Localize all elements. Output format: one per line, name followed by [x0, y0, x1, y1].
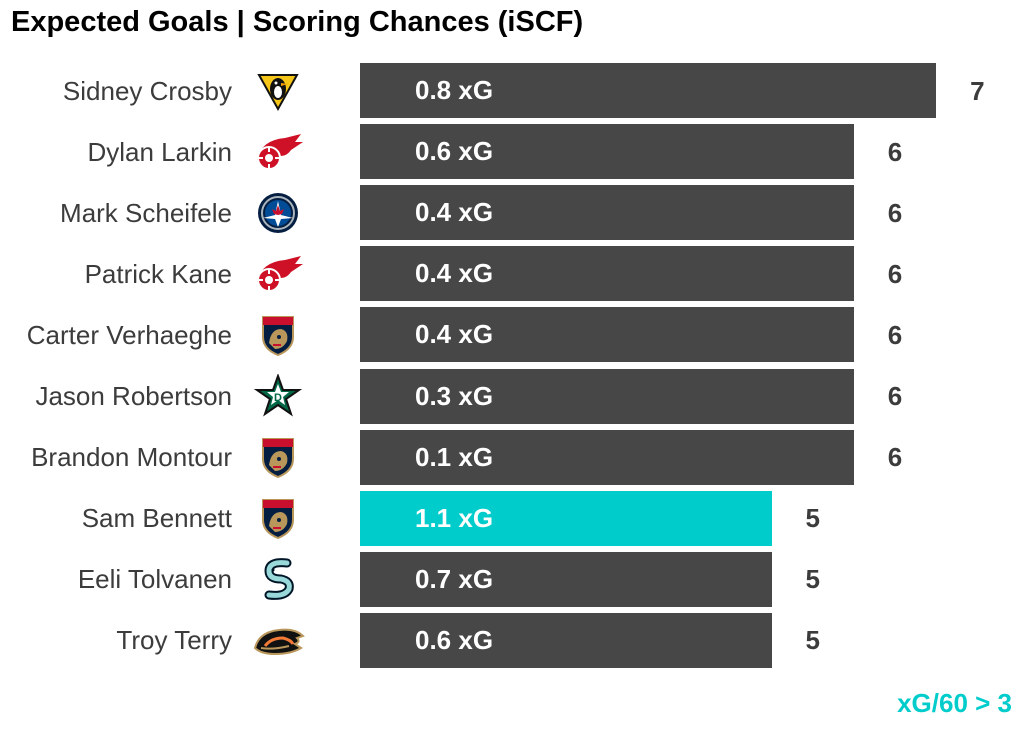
panthers-logo — [251, 496, 305, 540]
ducks-logo — [251, 618, 305, 662]
bar-xg-label: 1.1 xG — [415, 502, 494, 533]
kraken-logo — [251, 557, 305, 601]
bar: 0.7 xG — [360, 551, 772, 607]
svg-text:D: D — [274, 392, 282, 404]
chart-note: xG/60 > 3 — [897, 688, 1012, 718]
bar-value-label: 5 — [805, 564, 820, 595]
bar: 0.3 xG — [360, 368, 854, 424]
player-name: Patrick Kane — [84, 258, 232, 289]
player-name: Brandon Montour — [31, 442, 232, 473]
bar-xg-label: 0.4 xG — [415, 319, 494, 350]
player-name: Jason Robertson — [35, 381, 232, 411]
bar-value-label: 6 — [887, 319, 903, 350]
bar-xg-label: 0.1 xG — [415, 441, 494, 472]
bar-value-label: 5 — [805, 503, 820, 534]
bar: 0.4 xG — [360, 185, 854, 241]
panthers-logo — [251, 313, 305, 357]
panthers-logo — [251, 435, 305, 479]
bar-value-label: 6 — [887, 442, 903, 473]
player-name: Dylan Larkin — [87, 136, 232, 167]
bar: 0.8 xG — [360, 63, 937, 118]
player-name: Eeli Tolvanen — [77, 564, 232, 595]
bar-xg-label: 0.4 xG — [415, 197, 494, 228]
stars-logo: D — [251, 373, 305, 418]
bar-value-label: 6 — [887, 381, 903, 411]
bar: 0.4 xG — [360, 246, 854, 302]
bar: 0.6 xG — [360, 124, 854, 180]
player-name: Carter Verhaeghe — [26, 319, 232, 350]
bar-value-label: 6 — [887, 136, 903, 167]
bar: 0.1 xG — [360, 429, 854, 485]
bar-value-label: 5 — [805, 625, 820, 656]
bar-xg-label: 0.4 xG — [415, 258, 494, 289]
chart-title: Expected Goals | Scoring Chances (iSCF) — [11, 6, 584, 38]
penguins-logo — [251, 69, 305, 113]
bar: 0.6 xG — [360, 612, 772, 668]
bar-xg-label: 0.6 xG — [415, 624, 494, 655]
player-name: Sidney Crosby — [62, 75, 232, 106]
bar-xg-label: 0.7 xG — [415, 563, 494, 594]
bar-value-label: 6 — [887, 258, 903, 289]
bar: 1.1 xG — [360, 490, 772, 546]
red-wings-logo — [251, 252, 305, 296]
player-name: Mark Scheifele — [60, 197, 232, 228]
bar-value-label: 6 — [887, 197, 903, 228]
jets-logo — [251, 191, 305, 235]
player-name: Troy Terry — [116, 625, 232, 656]
player-name: Sam Bennett — [81, 503, 232, 534]
bar: 0.4 xG — [360, 307, 854, 363]
bar-value-label: 7 — [970, 75, 985, 106]
red-wings-logo — [251, 130, 305, 174]
bar-xg-label: 0.8 xG — [415, 75, 494, 105]
bar-xg-label: 0.6 xG — [415, 136, 494, 167]
bar-xg-label: 0.3 xG — [415, 380, 494, 411]
